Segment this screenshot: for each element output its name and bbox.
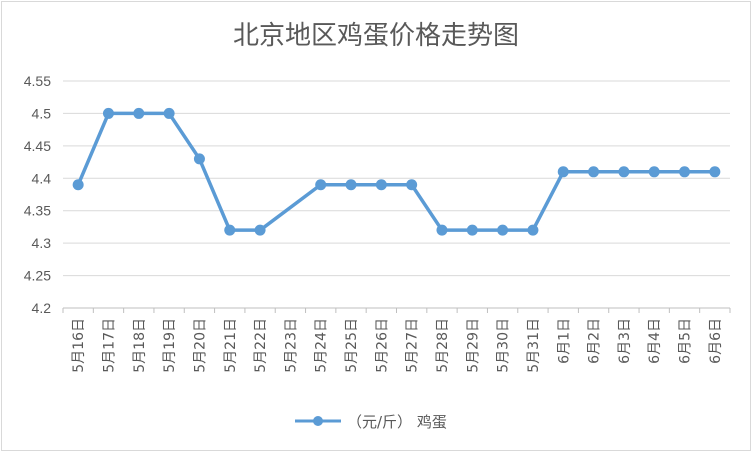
x-tick-label: 6月5日 (678, 318, 694, 364)
legend: （元/斤） 鸡蛋 (295, 413, 447, 431)
x-tick-label: 5月27日 (405, 318, 421, 373)
data-point (648, 166, 660, 178)
data-point (375, 179, 387, 191)
data-point (406, 179, 418, 191)
data-point (133, 107, 145, 119)
data-point (315, 179, 327, 191)
data-point (709, 166, 721, 178)
data-point (618, 166, 630, 178)
x-tick-label: 5月21日 (223, 318, 239, 373)
data-point (466, 224, 478, 236)
y-tick-label: 4.55 (24, 73, 51, 89)
y-tick-label: 4.2 (32, 300, 52, 316)
x-tick-label: 5月30日 (496, 318, 512, 373)
x-tick-label: 5月17日 (101, 318, 117, 373)
data-point (679, 166, 691, 178)
x-tick-label: 6月2日 (587, 318, 603, 364)
data-point (254, 224, 266, 236)
data-point (557, 166, 569, 178)
x-tick-label: 5月22日 (253, 318, 269, 373)
data-point (163, 107, 175, 119)
x-tick-label: 5月25日 (344, 318, 360, 373)
x-tick-label: 5月18日 (132, 318, 148, 373)
y-axis-ticks: 4.2 4.25 4.3 4.35 4.4 4.45 4.5 4.55 (24, 73, 51, 316)
data-point (497, 224, 509, 236)
y-tick-label: 4.4 (32, 170, 52, 186)
y-tick-label: 4.35 (24, 203, 51, 219)
x-tick-label: 5月31日 (526, 318, 542, 373)
x-tick-label: 5月26日 (374, 318, 390, 373)
x-axis-ticks: 5月16日 5月17日 5月18日 5月19日 5月20日 5月21日 5月22日 5月23日… (62, 308, 731, 373)
data-point (588, 166, 600, 178)
x-tick-label: 5月23日 (283, 318, 299, 373)
data-point (345, 179, 357, 191)
x-tick-label: 6月6日 (708, 318, 724, 364)
y-tick-label: 4.45 (24, 138, 51, 154)
x-tick-label: 6月4日 (647, 318, 663, 364)
x-tick-label: 5月19日 (162, 318, 178, 373)
x-tick-label: 5月29日 (465, 318, 481, 373)
legend-label: （元/斤） 鸡蛋 (347, 413, 447, 431)
x-tick-label: 6月1日 (556, 318, 572, 364)
y-tick-label: 4.5 (32, 105, 52, 121)
legend-swatch-marker (313, 416, 323, 426)
x-tick-label: 5月24日 (314, 318, 330, 373)
series-layer (72, 107, 721, 236)
data-point (72, 179, 84, 191)
data-point (527, 224, 539, 236)
data-point (102, 107, 114, 119)
data-point (224, 224, 236, 236)
y-tick-label: 4.3 (32, 235, 52, 251)
y-tick-label: 4.25 (24, 268, 51, 284)
chart-title: 北京地区鸡蛋价格走势图 (233, 21, 519, 51)
x-tick-label: 5月20日 (192, 318, 208, 373)
data-point (193, 153, 205, 165)
x-tick-label: 5月16日 (71, 318, 87, 373)
x-tick-label: 5月28日 (435, 318, 451, 373)
x-tick-label: 6月3日 (617, 318, 633, 364)
data-point (436, 224, 448, 236)
